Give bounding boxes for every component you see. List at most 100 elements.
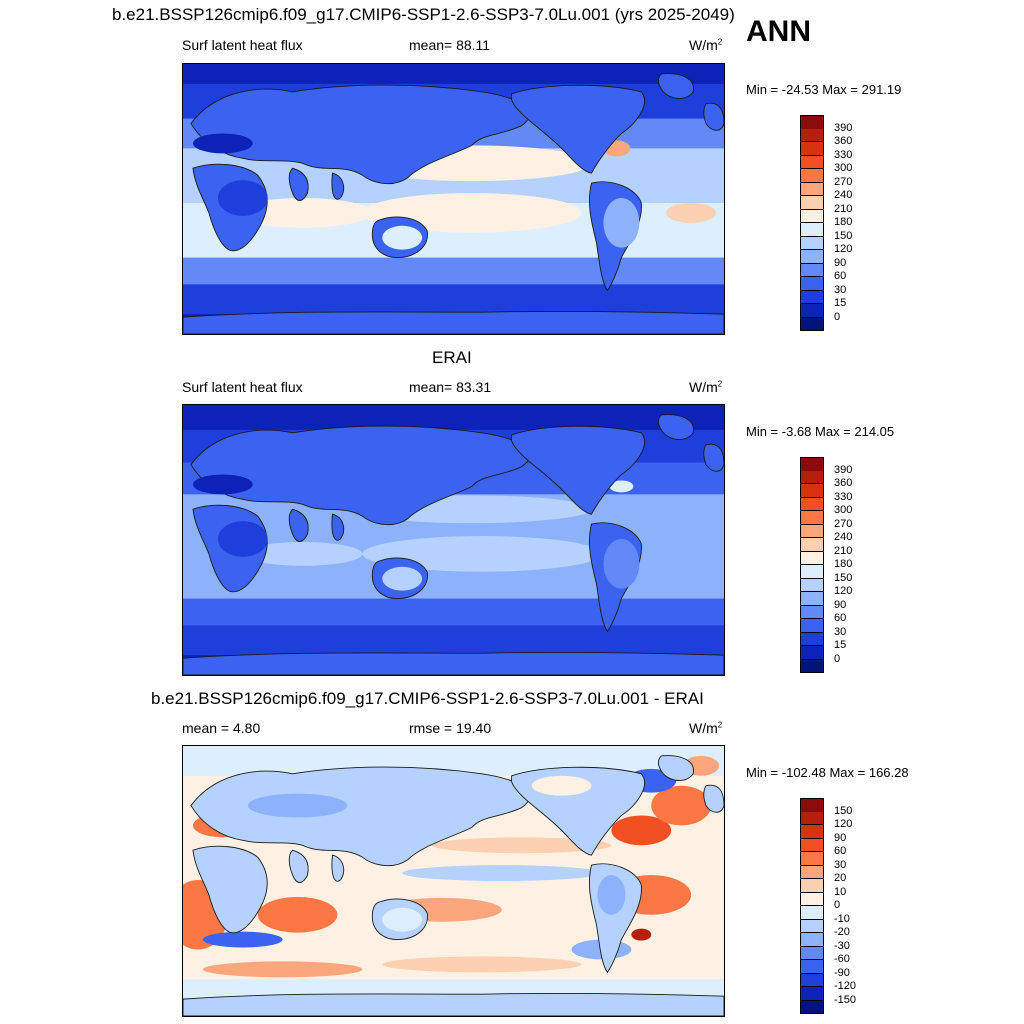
panel-model-map	[182, 63, 725, 335]
colorbar-swatch	[800, 960, 824, 974]
colorbar-level-label: 300	[834, 162, 853, 174]
colorbar-swatch	[800, 605, 824, 619]
panel-obs-colorbar: 390 360 330 300 270 240 210 180 150 120 90 60 30 15 0	[800, 457, 852, 673]
colorbar-level-label: 300	[834, 504, 853, 516]
colorbar-swatch	[800, 892, 824, 906]
colorbar-level-label: 150	[834, 804, 853, 817]
colorbar-swatch	[800, 223, 824, 237]
colorbar-swatch	[800, 277, 824, 291]
colorbar-swatch	[800, 304, 824, 318]
colorbar-level-label: 180	[834, 558, 853, 570]
colorbar-level-label: 30	[834, 858, 847, 871]
panel-model-units: W/m2	[689, 37, 723, 53]
colorbar-swatch	[800, 524, 824, 538]
panel-obs-map	[182, 404, 725, 676]
colorbar-level-label: -10	[834, 912, 850, 925]
colorbar-level-label: 10	[834, 885, 847, 898]
colorbar-level-label: 15	[834, 297, 847, 309]
colorbar-level-label: 270	[834, 175, 853, 188]
colorbar-level-label: 20	[834, 872, 847, 884]
colorbar-swatch	[800, 290, 824, 304]
panel-diff-map	[182, 745, 725, 1017]
panel-model-variable-label: Surf latent heat flux	[182, 37, 303, 53]
colorbar-level-label: 180	[834, 216, 853, 228]
panel-obs-variable-label: Surf latent heat flux	[182, 379, 303, 395]
colorbar-level-label: -120	[834, 980, 857, 992]
colorbar-level-label: -30	[834, 939, 850, 952]
colorbar-level-label: 240	[834, 189, 853, 201]
colorbar-swatch	[800, 865, 824, 879]
figure-title: b.e21.BSSP126cmip6.f09_g17.CMIP6-SSP1-2.…	[112, 5, 735, 24]
colorbar-swatch	[800, 973, 824, 987]
colorbar-swatch	[800, 933, 824, 947]
colorbar-swatch	[800, 906, 824, 920]
colorbar-swatch	[800, 236, 824, 250]
colorbar-swatch	[800, 497, 824, 511]
colorbar-level-label: 120	[834, 818, 853, 830]
season-label: ANN	[746, 15, 811, 48]
colorbar-level-label: -20	[834, 926, 850, 938]
colorbar-level-label: 60	[834, 845, 847, 857]
colorbar-swatch	[800, 946, 824, 960]
colorbar-level-label: 60	[834, 270, 847, 282]
colorbar-level-label: 150	[834, 571, 853, 584]
panel-obs-mean-label: mean= 83.31	[409, 379, 492, 395]
colorbar-level-label: 330	[834, 490, 853, 503]
colorbar-swatch	[800, 155, 824, 169]
colorbar-level-label: -150	[834, 993, 857, 1006]
panel-obs-minmax: Min = -3.68 Max = 214.05	[746, 424, 895, 439]
colorbar-level-label: 390	[834, 463, 853, 476]
colorbar-level-label: 210	[834, 544, 853, 557]
colorbar-level-label: 360	[834, 477, 853, 489]
colorbar-level-label: 120	[834, 585, 853, 597]
colorbar-swatch	[800, 1000, 824, 1014]
colorbar-swatch	[800, 128, 824, 142]
colorbar-swatch	[800, 250, 824, 264]
colorbar-level-label: 15	[834, 639, 847, 651]
colorbar-swatch	[800, 919, 824, 933]
colorbar-level-label: 90	[834, 256, 847, 269]
colorbar-swatch	[800, 578, 824, 592]
colorbar-swatch	[800, 196, 824, 210]
colorbar-swatch	[800, 632, 824, 646]
colorbar-level-label: 330	[834, 148, 853, 161]
colorbar-swatch	[800, 538, 824, 552]
panel-model-minmax: Min = -24.53 Max = 291.19	[746, 82, 902, 97]
colorbar-swatch	[800, 317, 824, 331]
colorbar-swatch	[800, 182, 824, 196]
colorbar-swatch	[800, 646, 824, 660]
colorbar-swatch	[800, 457, 824, 472]
colorbar-swatch	[800, 209, 824, 223]
panel-diff-units: W/m2	[689, 720, 723, 736]
colorbar-level-label: 30	[834, 625, 847, 638]
colorbar-swatch	[800, 592, 824, 606]
colorbar-swatch	[800, 511, 824, 525]
colorbar-swatch	[800, 879, 824, 893]
colorbar-swatch	[800, 169, 824, 183]
colorbar-level-label: 90	[834, 831, 847, 844]
colorbar-swatch	[800, 619, 824, 633]
colorbar-swatch	[800, 798, 824, 813]
panel-model-colorbar: 390 360 330 300 270 240 210 180 150 120 90 60 30 15 0	[800, 115, 852, 331]
colorbar-swatch	[800, 551, 824, 565]
colorbar-level-label: 240	[834, 531, 853, 543]
colorbar-level-label: 90	[834, 598, 847, 611]
colorbar-level-label: 120	[834, 243, 853, 255]
colorbar-swatch	[800, 263, 824, 277]
colorbar-level-label: 210	[834, 202, 853, 215]
panel-diff-rmse-label: rmse = 19.40	[409, 720, 492, 736]
colorbar-level-label: 60	[834, 612, 847, 624]
colorbar-swatch	[800, 470, 824, 484]
colorbar-swatch	[800, 838, 824, 852]
panel-obs-title: ERAI	[432, 348, 472, 367]
colorbar-swatch	[800, 659, 824, 673]
colorbar-level-label: 150	[834, 229, 853, 242]
colorbar-swatch	[800, 987, 824, 1001]
colorbar-swatch	[800, 142, 824, 156]
colorbar-level-label: 390	[834, 121, 853, 134]
colorbar-level-label: 30	[834, 283, 847, 296]
panel-diff-mean-label: mean = 4.80	[182, 720, 261, 736]
colorbar-swatch	[800, 115, 824, 130]
panel-diff-title: b.e21.BSSP126cmip6.f09_g17.CMIP6-SSP1-2.…	[151, 689, 704, 708]
colorbar-swatch	[800, 484, 824, 498]
